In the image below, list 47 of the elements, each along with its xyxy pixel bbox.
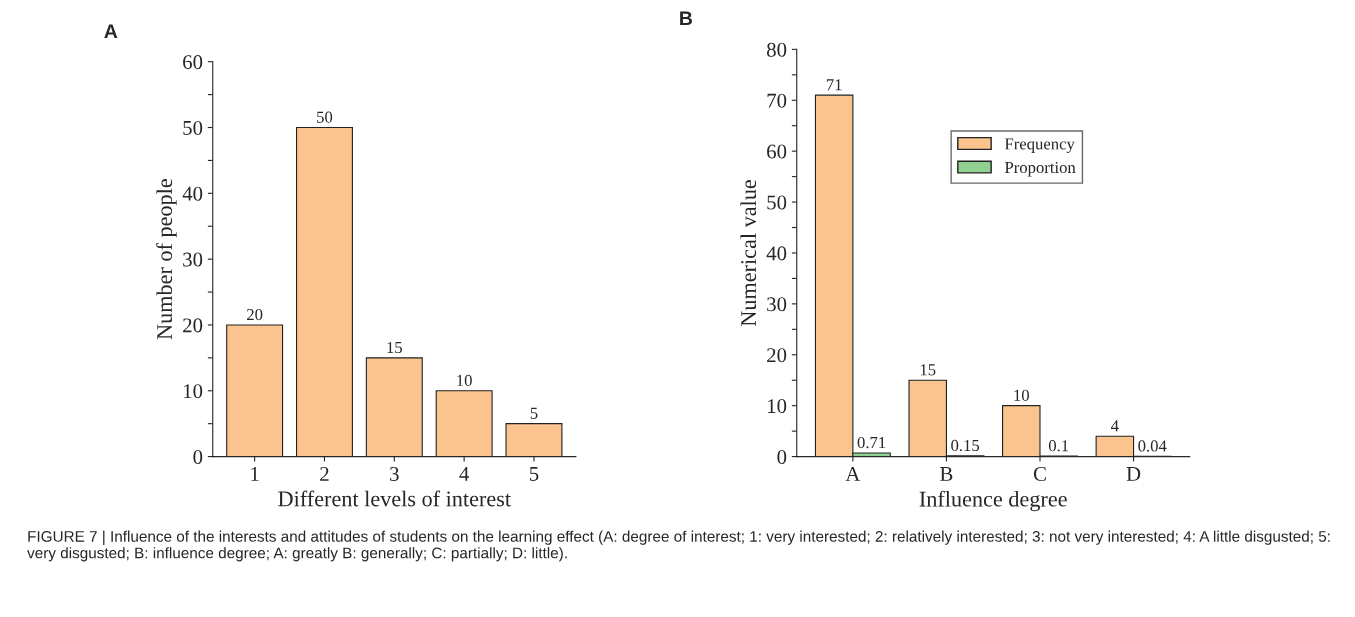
data-label: 0.71 bbox=[857, 436, 886, 449]
y-tick-label: 50 bbox=[183, 120, 203, 135]
x-axis-title: Different levels of interest bbox=[278, 490, 511, 507]
x-tick-label: 1 bbox=[251, 467, 259, 481]
x-tick-label: 4 bbox=[459, 467, 470, 481]
x-axis-title: Influence degree bbox=[919, 490, 1067, 512]
x-tick-label: A bbox=[845, 467, 861, 481]
caption: FIGURE 7 | Influence of the interests and attitudes of students on the learning effect (A: degree of interest; 1: very interested; 2: relatively interested; 3: not very interested; 4: A little disgusted; 5: very disgusted; B: influence degree; A: greatly B: generally; C: partially; D: little). bbox=[27, 530, 1330, 562]
y-tick-label: 40 bbox=[182, 186, 203, 201]
y-tick-label: 30 bbox=[767, 297, 787, 312]
y-axis-title: Number of people bbox=[156, 179, 177, 340]
legend-label: Frequency bbox=[1004, 138, 1075, 153]
data-label: 15 bbox=[920, 364, 936, 376]
data-label: 5 bbox=[530, 407, 538, 419]
data-label: 0.04 bbox=[1138, 440, 1167, 452]
data-label: 15 bbox=[387, 341, 402, 354]
data-label: 4 bbox=[1111, 420, 1119, 432]
y-axis-title: Numerical value bbox=[740, 180, 757, 327]
y-tick-label: 20 bbox=[183, 318, 203, 333]
x-tick-label: B bbox=[940, 467, 953, 481]
y-tick-label: 70 bbox=[767, 93, 787, 108]
data-label: 10 bbox=[1014, 389, 1029, 401]
x-tick-label: C bbox=[1033, 466, 1046, 481]
data-label: 0.15 bbox=[951, 439, 980, 452]
y-tick-label: 40 bbox=[766, 246, 787, 261]
y-tick-label: 60 bbox=[183, 55, 203, 70]
y-tick-label: 20 bbox=[767, 348, 787, 363]
y-tick-label: 30 bbox=[183, 252, 203, 267]
x-tick-label: 2 bbox=[320, 466, 329, 481]
data-label: 50 bbox=[317, 111, 333, 123]
y-tick-label: 0 bbox=[777, 449, 787, 465]
y-tick-label: 10 bbox=[768, 399, 787, 414]
data-label: 0.1 bbox=[1048, 440, 1069, 452]
y-tick-label: 0 bbox=[193, 449, 203, 465]
data-label: 71 bbox=[826, 79, 842, 91]
y-tick-label: 10 bbox=[184, 384, 203, 399]
chart-title: B bbox=[680, 11, 693, 25]
data-label: 20 bbox=[247, 308, 263, 321]
x-tick-label: D bbox=[1126, 467, 1141, 481]
y-tick-label: 60 bbox=[767, 144, 787, 159]
x-tick-label: 3 bbox=[390, 466, 399, 481]
y-tick-label: 50 bbox=[767, 195, 787, 210]
y-tick-label: 80 bbox=[766, 42, 787, 57]
data-label: 10 bbox=[457, 374, 472, 386]
legend-label: Proportion bbox=[1004, 161, 1076, 177]
x-tick-label: 5 bbox=[529, 467, 539, 481]
chart-title: A bbox=[104, 24, 118, 38]
